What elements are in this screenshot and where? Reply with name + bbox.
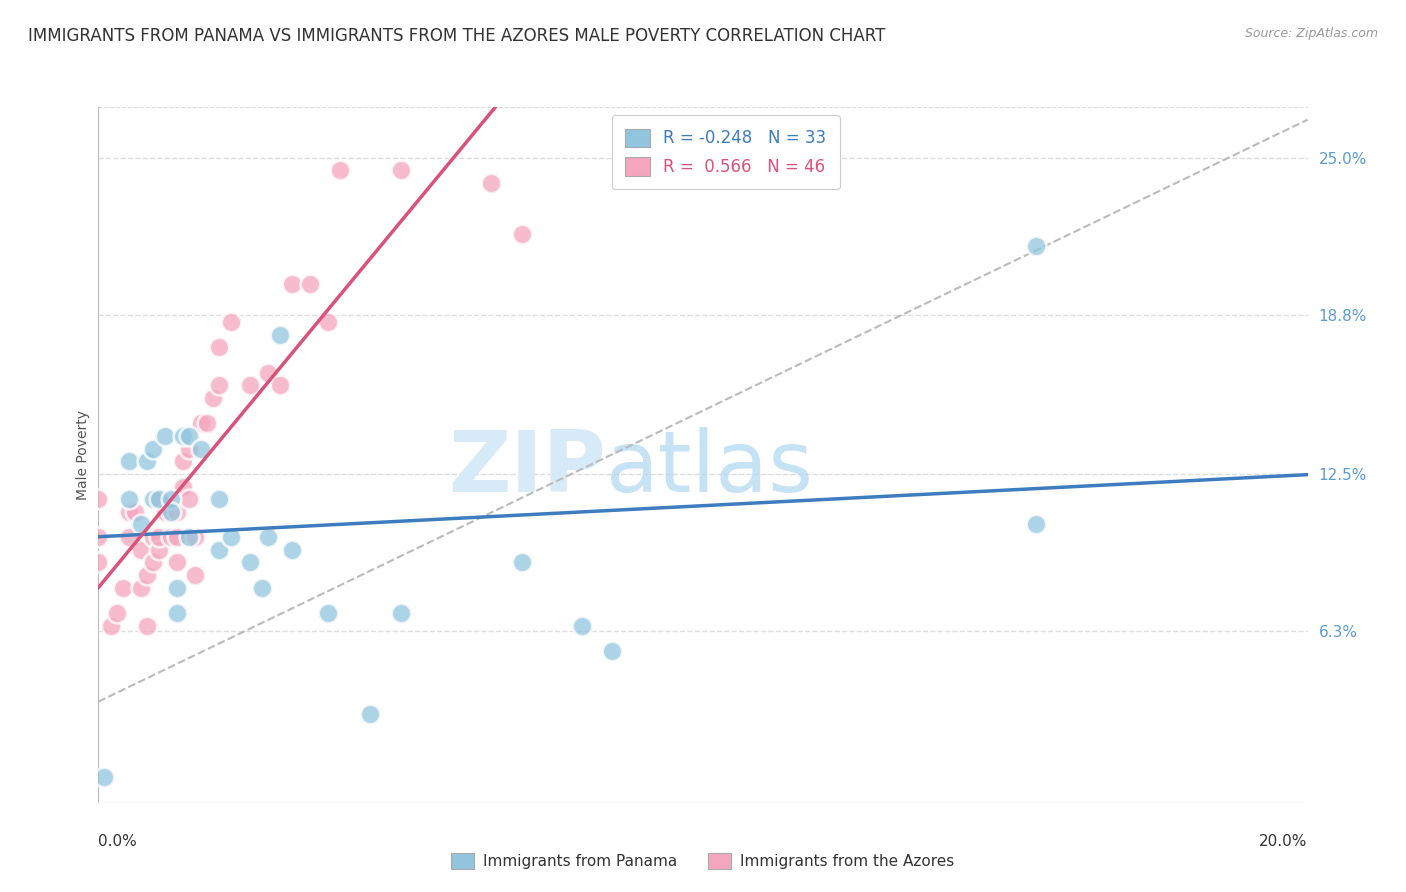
Point (148, 530, 170, 544)
Point (129, 542, 152, 557)
Point (111, 581, 134, 595)
Point (148, 492, 170, 507)
Point (142, 492, 165, 507)
Point (481, 176, 503, 190)
Point (316, 606, 339, 620)
Point (450, 75, 472, 89)
Point (118, 492, 141, 507)
Point (195, 417, 218, 431)
Point (239, 556, 262, 570)
Point (208, 340, 231, 354)
Point (118, 454, 141, 468)
Legend: Immigrants from Panama, Immigrants from the Azores: Immigrants from Panama, Immigrants from … (446, 847, 960, 875)
Text: atlas: atlas (606, 427, 814, 510)
Point (1024, 239, 1046, 253)
Point (166, 606, 188, 620)
Point (135, 568, 157, 582)
Point (129, 517, 152, 532)
Point (105, 606, 128, 620)
Point (118, 530, 141, 544)
Y-axis label: Male Poverty: Male Poverty (76, 410, 90, 500)
Point (510, 556, 533, 570)
Point (160, 530, 183, 544)
Point (160, 492, 183, 507)
Text: IMMIGRANTS FROM PANAMA VS IMMIGRANTS FROM THE AZORES MALE POVERTY CORRELATION CH: IMMIGRANTS FROM PANAMA VS IMMIGRANTS FRO… (28, 27, 886, 45)
Point (166, 581, 188, 595)
Point (269, 327, 291, 342)
Point (250, 581, 273, 595)
Point (316, 315, 339, 329)
Legend: R = -0.248   N = 33, R =  0.566   N = 46: R = -0.248 N = 33, R = 0.566 N = 46 (612, 115, 839, 189)
Point (160, 505, 183, 519)
Point (389, 163, 412, 178)
Point (177, 530, 201, 544)
Text: 20.0%: 20.0% (1260, 834, 1308, 849)
Point (87, 492, 110, 507)
Point (177, 442, 201, 456)
Point (208, 542, 231, 557)
Point (166, 505, 188, 519)
Point (208, 378, 231, 392)
Point (190, 442, 212, 456)
Point (87, 530, 110, 544)
Point (148, 542, 170, 557)
Point (221, 530, 243, 544)
Point (571, 618, 593, 632)
Point (269, 378, 291, 392)
Point (135, 454, 157, 468)
Text: Source: ZipAtlas.com: Source: ZipAtlas.com (1244, 27, 1378, 40)
Text: 0.0%: 0.0% (98, 834, 138, 849)
Point (184, 530, 207, 544)
Point (256, 366, 278, 380)
Point (177, 492, 201, 507)
Point (184, 568, 207, 582)
Point (153, 429, 176, 443)
Point (87, 556, 110, 570)
Point (172, 479, 194, 493)
Point (208, 492, 231, 507)
Point (124, 505, 146, 519)
Point (142, 530, 165, 544)
Point (360, 707, 382, 722)
Point (153, 505, 176, 519)
Point (202, 391, 225, 405)
Point (239, 378, 262, 392)
Point (389, 606, 412, 620)
Point (142, 556, 165, 570)
Point (100, 618, 122, 632)
Point (148, 492, 170, 507)
Point (177, 429, 201, 443)
Point (299, 277, 322, 292)
Point (281, 277, 304, 292)
Point (118, 505, 141, 519)
Text: ZIP: ZIP (449, 427, 606, 510)
Point (172, 454, 194, 468)
Point (135, 618, 157, 632)
Point (93, 771, 115, 785)
Point (166, 556, 188, 570)
Point (142, 442, 165, 456)
Point (602, 644, 624, 658)
Point (221, 315, 243, 329)
Point (329, 163, 352, 178)
Point (1024, 517, 1046, 532)
Point (281, 542, 304, 557)
Point (510, 227, 533, 241)
Point (256, 530, 278, 544)
Point (129, 581, 152, 595)
Point (166, 530, 188, 544)
Point (190, 417, 212, 431)
Point (172, 429, 194, 443)
